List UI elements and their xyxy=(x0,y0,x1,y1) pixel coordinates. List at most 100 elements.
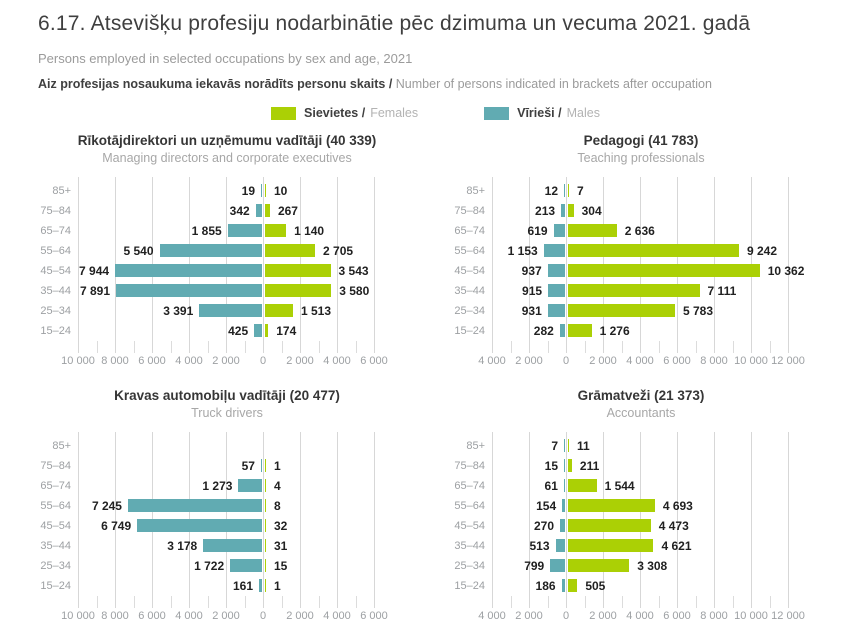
chart-row: 7 245 8 xyxy=(78,496,374,516)
age-label: 85+ xyxy=(466,185,485,197)
male-value-label: 3 178 xyxy=(167,539,198,553)
male-value-label: 61 xyxy=(544,479,558,493)
legend-label-females-en: Females xyxy=(370,106,419,120)
chart-plot: 85+ 75–84 65–74 55–64 45–54 35–44 25–34 15–24 7 1… xyxy=(452,432,830,626)
axis-tick-label: 8 000 xyxy=(101,610,129,622)
age-label: 15–24 xyxy=(40,580,71,592)
male-bar xyxy=(553,224,565,237)
age-label: 25–34 xyxy=(454,305,485,317)
gridline xyxy=(566,432,567,608)
age-label: 55–64 xyxy=(454,245,485,257)
female-value-label: 3 308 xyxy=(637,559,668,573)
gridline xyxy=(300,432,301,608)
axis-tick-label: 2 000 xyxy=(286,610,314,622)
axis-tick-label: 4 000 xyxy=(175,610,203,622)
male-value-label: 7 891 xyxy=(80,284,111,298)
female-value-label: 1 276 xyxy=(599,324,630,338)
axis-tick-label: 4 000 xyxy=(626,355,654,367)
axis-minor-tick xyxy=(96,596,98,608)
age-label: 75–84 xyxy=(454,460,485,472)
x-axis: 4 000 2 000 0 2 000 4 000 6 000 8 000 10 000 12 … xyxy=(478,610,805,626)
chart-accountants: Grāmatveži (21 373) Accountants 85+ 75–84… xyxy=(452,388,830,626)
female-value-label: 9 242 xyxy=(746,244,777,258)
male-bar xyxy=(159,244,262,257)
chart-row: 213 304 xyxy=(492,201,788,221)
axis-minor-tick xyxy=(732,596,734,608)
male-value-label: 915 xyxy=(522,284,543,298)
chart-teaching-professionals: Pedagogi (41 783) Teaching professionals… xyxy=(452,133,830,371)
charts-grid: Rīkotājdirektori un uzņēmumu vadītāji (4… xyxy=(38,133,830,643)
male-bar xyxy=(116,284,262,297)
male-value-label: 270 xyxy=(533,519,555,533)
chart-title: Pedagogi (41 783) xyxy=(583,133,699,148)
female-value-label: 31 xyxy=(274,539,288,553)
male-value-label: 342 xyxy=(229,204,250,218)
female-bar xyxy=(265,559,266,572)
female-value-label: 4 693 xyxy=(662,499,693,513)
axis-minor-tick xyxy=(510,341,512,353)
female-bar xyxy=(568,204,574,217)
age-label: 15–24 xyxy=(454,580,485,592)
female-value-label: 10 362 xyxy=(767,264,805,278)
female-bar xyxy=(568,519,651,532)
female-value-label: 4 473 xyxy=(658,519,689,533)
male-value-label: 7 xyxy=(551,439,558,453)
axis-tick-label: 4 000 xyxy=(478,355,506,367)
chart-row: 7 11 xyxy=(492,436,788,456)
age-label: 35–44 xyxy=(454,540,485,552)
page-subtitle: Persons employed in selected occupations… xyxy=(38,51,413,66)
female-value-label: 211 xyxy=(579,459,600,473)
page-title: 6.17. Atsevišķu profesiju nodarbinātie p… xyxy=(38,12,751,35)
male-value-label: 799 xyxy=(524,559,545,573)
axis-tick-label: 6 000 xyxy=(360,610,388,622)
gridline xyxy=(529,432,530,608)
chart-row: 186 505 xyxy=(492,576,788,596)
male-bar xyxy=(564,459,565,472)
female-value-label: 7 111 xyxy=(707,284,737,298)
chart-row: 161 1 xyxy=(78,576,374,596)
age-label: 65–74 xyxy=(454,225,485,237)
female-value-label: 3 580 xyxy=(339,284,370,298)
chart-plot: 85+ 75–84 65–74 55–64 45–54 35–44 25–34 15–24 57… xyxy=(38,432,416,626)
axis-tick-label: 0 xyxy=(259,610,267,622)
female-value-label: 8 xyxy=(274,499,281,513)
female-bar xyxy=(265,244,316,257)
male-bar xyxy=(199,304,262,317)
male-bar xyxy=(564,184,565,197)
axis-minor-tick xyxy=(207,596,209,608)
female-bar xyxy=(568,304,675,317)
chart-title: Kravas automobiļu vadītāji (20 477) xyxy=(114,388,340,403)
legend-item-males[interactable]: Vīrieši / Males xyxy=(484,106,600,120)
note-latvian: Aiz profesijas nosaukuma iekavās norādīt… xyxy=(38,77,393,91)
females-color-swatch xyxy=(271,106,297,120)
chart-row: 282 1 276 xyxy=(492,321,788,341)
gridline xyxy=(115,432,116,608)
female-value-label: 15 xyxy=(274,559,288,573)
age-axis: 85+ 75–84 65–74 55–64 45–54 35–44 25–34 15–24 xyxy=(38,436,78,596)
female-value-label: 3 543 xyxy=(338,264,369,278)
female-value-label: 7 xyxy=(577,184,584,198)
axis-tick-label: 4 000 xyxy=(175,355,203,367)
axis-tick-label: 2 000 xyxy=(212,355,240,367)
female-bar xyxy=(265,184,266,197)
gridline xyxy=(677,432,678,608)
axis-minor-tick xyxy=(584,341,586,353)
chart-row: 12 7 xyxy=(492,181,788,201)
female-bar xyxy=(265,479,266,492)
age-label: 65–74 xyxy=(454,480,485,492)
age-label: 55–64 xyxy=(454,500,485,512)
chart-title: Rīkotājdirektori un uzņēmumu vadītāji (4… xyxy=(77,133,377,148)
chart-row: 931 5 783 xyxy=(492,301,788,321)
gridline xyxy=(492,177,493,353)
axis-minor-tick xyxy=(207,341,209,353)
chart-row: 937 10 362 xyxy=(492,261,804,281)
male-bar xyxy=(543,244,565,257)
male-value-label: 5 540 xyxy=(123,244,154,258)
x-axis: 10 000 8 000 6 000 4 000 2 000 0 2 000 4 000 6 0… xyxy=(61,355,388,371)
axis-minor-tick xyxy=(621,341,623,353)
gridline xyxy=(566,177,567,353)
male-bar xyxy=(254,324,262,337)
chart-row: 7 944 3 543 xyxy=(78,261,374,281)
legend-item-females[interactable]: Sievietes / Females xyxy=(271,106,418,120)
age-label: 25–34 xyxy=(40,305,71,317)
